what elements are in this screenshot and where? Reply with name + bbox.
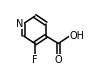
Text: F: F — [32, 55, 38, 65]
Text: N: N — [16, 19, 24, 29]
Text: OH: OH — [70, 31, 85, 41]
Text: O: O — [55, 55, 62, 65]
